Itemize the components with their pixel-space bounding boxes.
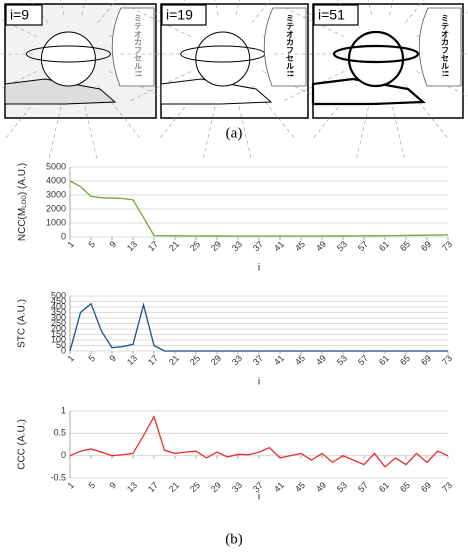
x-tick-label: 73 bbox=[440, 239, 454, 253]
speech-text: ミテオカフセル!! bbox=[134, 14, 143, 77]
y-tick-label: 0.5 bbox=[53, 428, 66, 438]
x-tick-label: 53 bbox=[335, 353, 349, 367]
x-tick-label: 49 bbox=[314, 480, 328, 494]
y-axis-label-sub: LOG bbox=[22, 195, 28, 208]
x-tick-label: 49 bbox=[314, 239, 328, 253]
y-tick-label: 500 bbox=[51, 290, 66, 300]
x-tick-label: 1 bbox=[65, 480, 76, 491]
y-tick-label: 0 bbox=[61, 231, 66, 241]
speech-text: ミテオカフセル!! bbox=[286, 14, 295, 77]
y-tick-label: 2000 bbox=[46, 203, 66, 213]
x-tick-label: 65 bbox=[398, 480, 412, 494]
x-tick-label: 45 bbox=[293, 239, 307, 253]
y-axis-label-part: NCC(M bbox=[17, 208, 28, 241]
x-tick-label: 33 bbox=[230, 239, 244, 253]
y-axis-label-part: ) (A.U.) bbox=[17, 163, 28, 195]
x-tick-label: 49 bbox=[314, 353, 328, 367]
x-tick-label: 53 bbox=[335, 480, 349, 494]
x-tick-label: 65 bbox=[398, 353, 412, 367]
x-tick-label: 65 bbox=[398, 239, 412, 253]
x-tick-label: 45 bbox=[293, 480, 307, 494]
x-tick-label: 45 bbox=[293, 353, 307, 367]
x-tick-label: 9 bbox=[107, 480, 118, 491]
x-tick-label: 73 bbox=[440, 353, 454, 367]
panel-label: i=51 bbox=[318, 7, 345, 23]
y-axis-label: STC (A.U.) bbox=[17, 299, 28, 348]
data-line bbox=[70, 181, 448, 236]
x-tick-label: 25 bbox=[188, 239, 202, 253]
x-tick-label: 29 bbox=[209, 480, 223, 494]
x-tick-label: 41 bbox=[272, 353, 286, 367]
x-tick-label: 57 bbox=[356, 480, 370, 494]
x-tick-label: 33 bbox=[230, 480, 244, 494]
x-axis-label: i bbox=[258, 263, 260, 274]
x-tick-label: 37 bbox=[251, 353, 265, 367]
y-tick-label: 1000 bbox=[46, 217, 66, 227]
x-tick-label: 1 bbox=[65, 239, 76, 250]
x-tick-label: 5 bbox=[86, 480, 97, 491]
y-tick-label: 4000 bbox=[46, 175, 66, 185]
panel-label: i=9 bbox=[10, 7, 29, 23]
figure: (a) (b) ミテオカフセル!!i=9ミテオカフセル!!i=19ミテオカフセル… bbox=[0, 0, 468, 554]
x-tick-label: 61 bbox=[377, 480, 391, 494]
x-tick-label: 53 bbox=[335, 239, 349, 253]
x-tick-label: 61 bbox=[377, 239, 391, 253]
x-tick-label: 41 bbox=[272, 480, 286, 494]
x-tick-label: 9 bbox=[107, 239, 118, 250]
x-tick-label: 41 bbox=[272, 239, 286, 253]
x-tick-label: 73 bbox=[440, 480, 454, 494]
x-tick-label: 25 bbox=[188, 480, 202, 494]
manga-panel: ミテオカフセル!! i=9 bbox=[0, 0, 183, 161]
y-tick-label: 5000 bbox=[46, 161, 66, 171]
y-axis-label: NCC(MLOG) (A.U.) bbox=[17, 163, 28, 241]
x-tick-label: 21 bbox=[167, 353, 181, 367]
y-tick-label: 1 bbox=[61, 405, 66, 415]
y-tick-label: 3000 bbox=[46, 189, 66, 199]
x-tick-label: 9 bbox=[107, 353, 118, 364]
x-tick-label: 13 bbox=[125, 480, 139, 494]
caption-b: (b) bbox=[225, 531, 243, 547]
x-tick-label: 5 bbox=[86, 239, 97, 250]
x-tick-label: 69 bbox=[419, 239, 433, 253]
x-tick-label: 17 bbox=[146, 353, 160, 367]
x-tick-label: 61 bbox=[377, 353, 391, 367]
y-axis-label: CCC (A.U.) bbox=[17, 419, 28, 470]
caption-a: (a) bbox=[226, 125, 243, 141]
x-tick-label: 69 bbox=[419, 353, 433, 367]
x-tick-label: 29 bbox=[209, 353, 223, 367]
head bbox=[196, 32, 250, 86]
x-tick-label: 29 bbox=[209, 239, 223, 253]
x-axis-label: i bbox=[258, 492, 260, 503]
speech-text: ミテオカフセル!! bbox=[441, 14, 450, 77]
head bbox=[41, 32, 95, 86]
x-tick-label: 13 bbox=[125, 239, 139, 253]
panel-label: i=19 bbox=[166, 7, 193, 23]
head bbox=[349, 32, 403, 86]
x-tick-label: 57 bbox=[356, 239, 370, 253]
x-tick-label: 17 bbox=[146, 480, 160, 494]
x-axis-label: i bbox=[258, 377, 260, 388]
x-tick-label: 5 bbox=[86, 353, 97, 364]
x-tick-label: 69 bbox=[419, 480, 433, 494]
x-tick-label: 21 bbox=[167, 480, 181, 494]
data-line bbox=[70, 304, 448, 351]
x-tick-label: 33 bbox=[230, 353, 244, 367]
x-tick-label: 25 bbox=[188, 353, 202, 367]
x-tick-label: 57 bbox=[356, 353, 370, 367]
y-tick-label: -0.5 bbox=[50, 472, 66, 482]
y-tick-label: 0 bbox=[61, 450, 66, 460]
x-tick-label: 17 bbox=[146, 239, 160, 253]
x-tick-label: 13 bbox=[125, 353, 139, 367]
x-tick-label: 1 bbox=[65, 353, 76, 364]
data-line bbox=[70, 417, 448, 467]
x-tick-label: 37 bbox=[251, 239, 265, 253]
x-tick-label: 21 bbox=[167, 239, 181, 253]
